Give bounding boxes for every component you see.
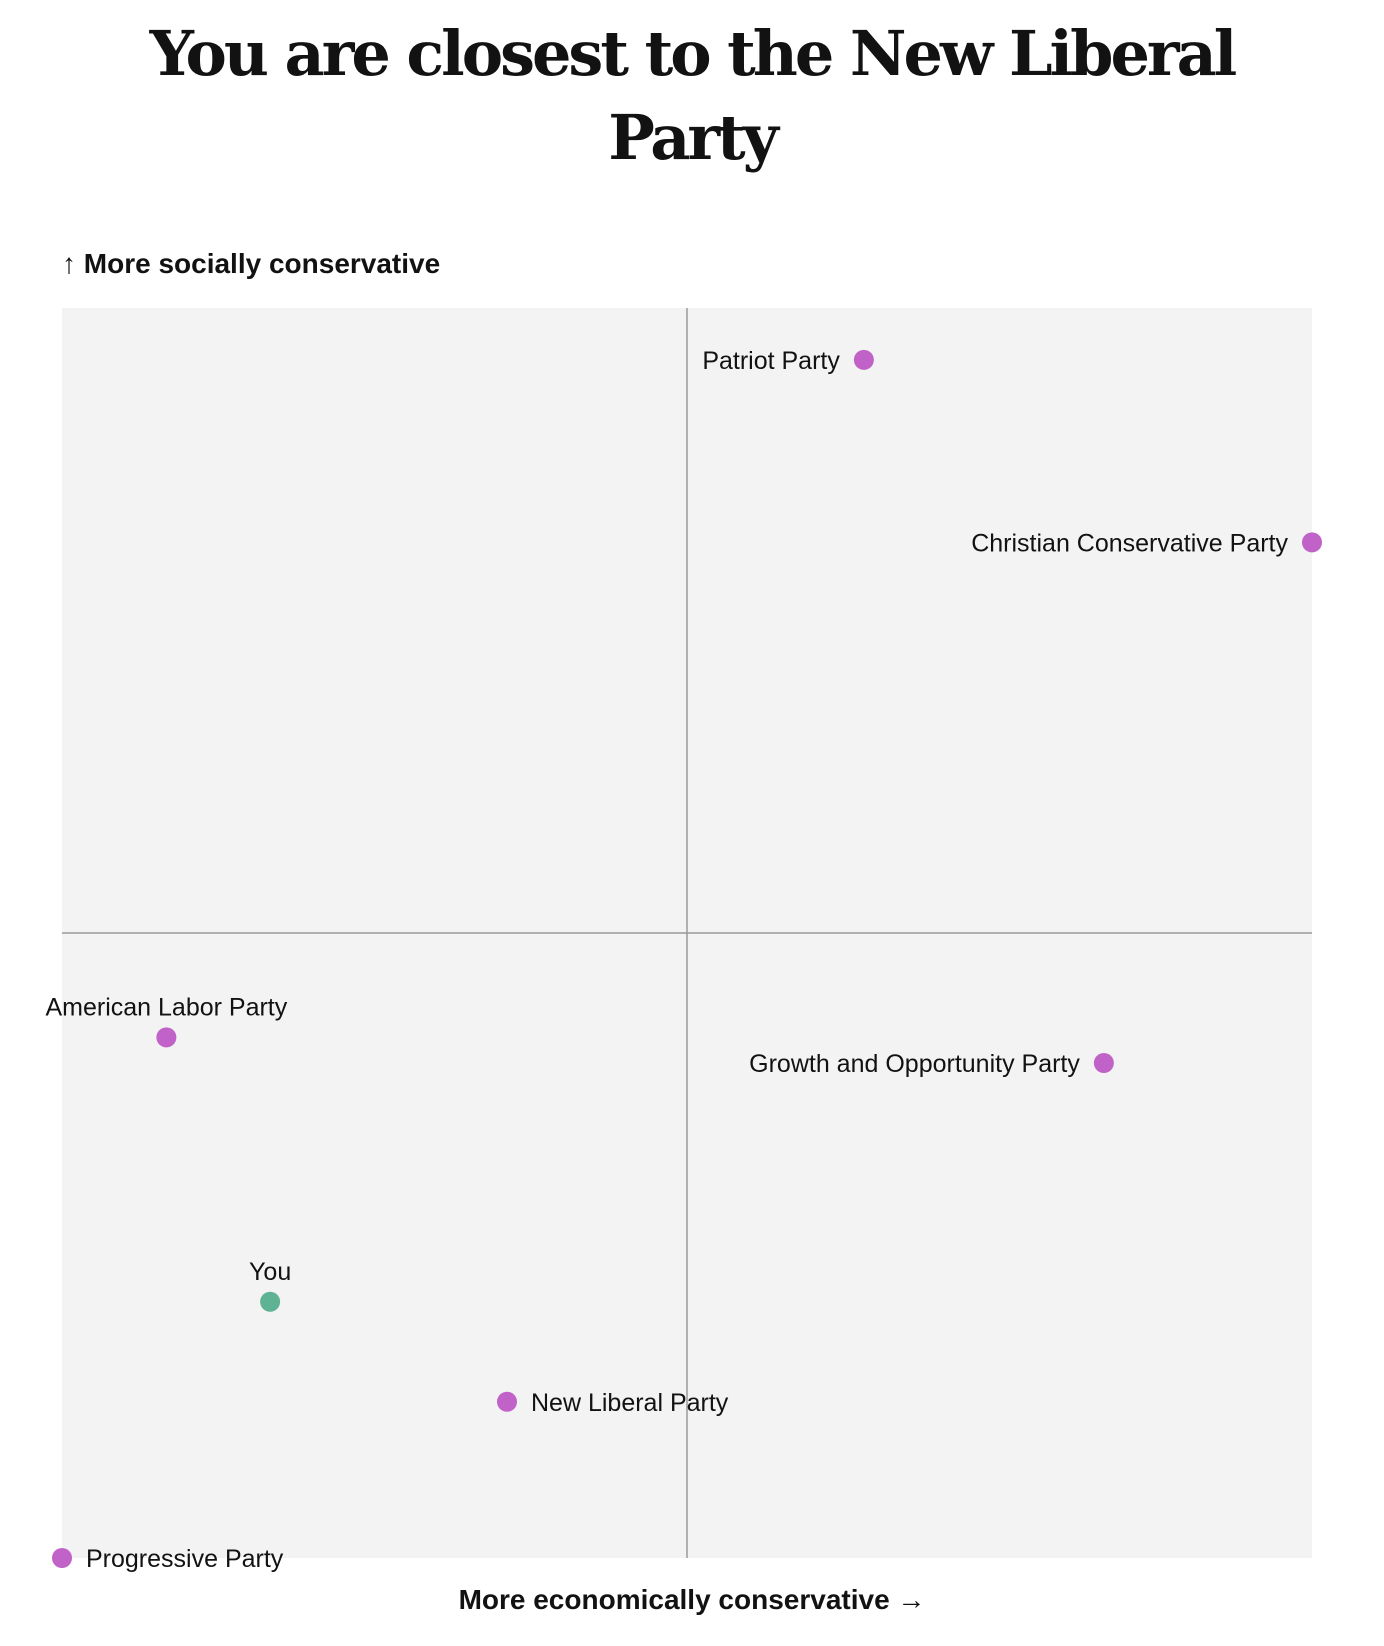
point-growth-and-opportunity-party [1093, 1053, 1114, 1073]
point-new-liberal-party [497, 1391, 517, 1412]
point-label-growth-and-opportunity-party: Growth and Opportunity Party [749, 1050, 1080, 1078]
y-axis-label: ↑ More socially conservative [62, 248, 441, 279]
point-you [260, 1291, 281, 1312]
point-label-you: You [249, 1258, 291, 1286]
data-points: Patriot Party Christian Conservative Part… [45, 347, 1322, 1573]
x-axis-label: More economically conservative → [458, 1584, 926, 1615]
title-line-1: You are closest to the New Liberal [149, 17, 1238, 90]
point-christian-conservative-party [1302, 532, 1322, 553]
title-line-2: Party [608, 101, 778, 174]
page-title: You are closest to the New Liberal Party [0, 12, 1384, 180]
point-label-new-liberal-party: New Liberal Party [531, 1389, 729, 1417]
point-label-christian-conservative-party: Christian Conservative Party [971, 529, 1288, 557]
point-american-labor-party [156, 1027, 177, 1048]
point-label-progressive-party: Progressive Party [86, 1545, 284, 1573]
point-patriot-party [853, 349, 874, 370]
point-label-patriot-party: Patriot Party [702, 347, 840, 375]
point-progressive-party [52, 1548, 72, 1568]
point-label-american-labor-party: American Labor Party [45, 993, 287, 1021]
